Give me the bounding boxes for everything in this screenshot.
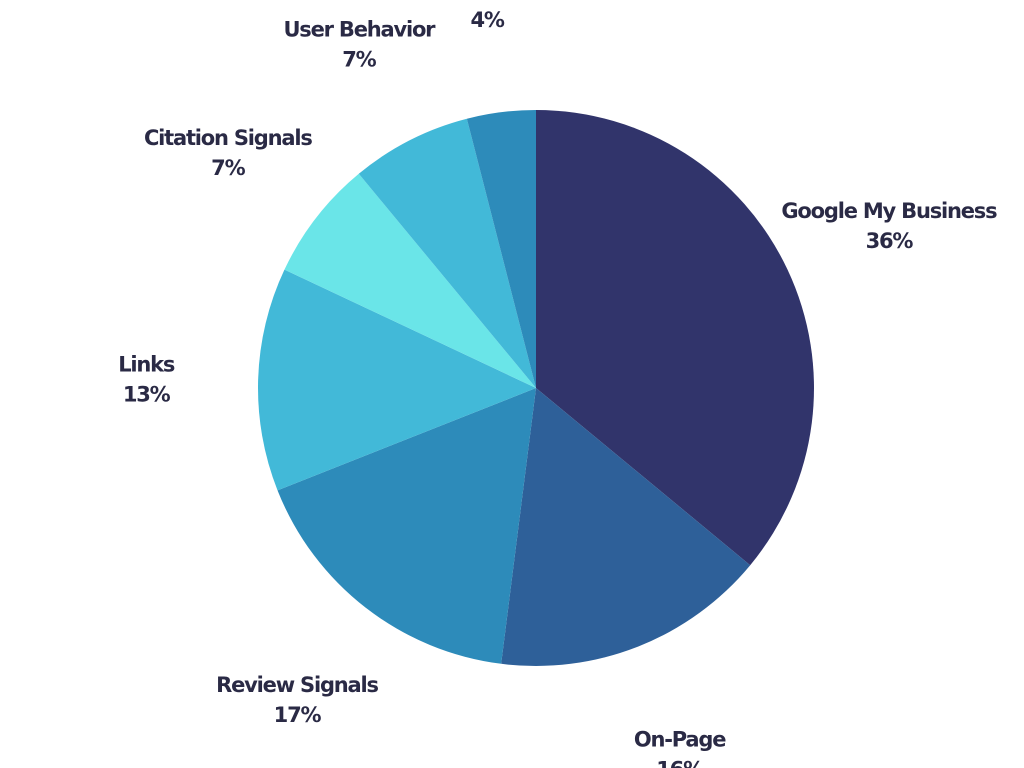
pie-slice-google-my-business: [536, 110, 814, 566]
pie-slice-citation-signals: [284, 173, 536, 388]
slice-label-on-page: On-Page: [634, 728, 726, 752]
slice-label-google-my-business: Google My Business: [781, 199, 997, 223]
slice-label-citation-signals: Citation Signals: [144, 126, 312, 150]
slice-value-review-signals: 17%: [274, 703, 322, 727]
slice-value-citation-signals: 7%: [211, 156, 245, 180]
slice-label-user-behavior: User Behavior: [283, 18, 436, 42]
slice-label-review-signals: Review Signals: [216, 673, 378, 697]
pie-slice-links: [257, 269, 536, 491]
slice-value-links: 13%: [123, 383, 171, 407]
slice-value-on-page: 16%: [656, 758, 704, 768]
pie-labels: Google My Business 36% On-Page 16% Review Si…: [118, 0, 998, 768]
pie-slices: [257, 110, 814, 667]
slice-label-links: Links: [118, 353, 175, 377]
slice-value-google-my-business: 36%: [866, 229, 914, 253]
pie-slice-review-signals: [277, 388, 536, 664]
pie-slice-on-page: [501, 388, 751, 667]
slice-label-personalization: Personalization: [404, 0, 570, 2]
slice-value-user-behavior: 7%: [342, 48, 376, 72]
pie-slice-user-behavior: [358, 118, 536, 388]
pie-slice-personalization: [466, 110, 536, 388]
slice-value-personalization: 4%: [470, 8, 504, 32]
